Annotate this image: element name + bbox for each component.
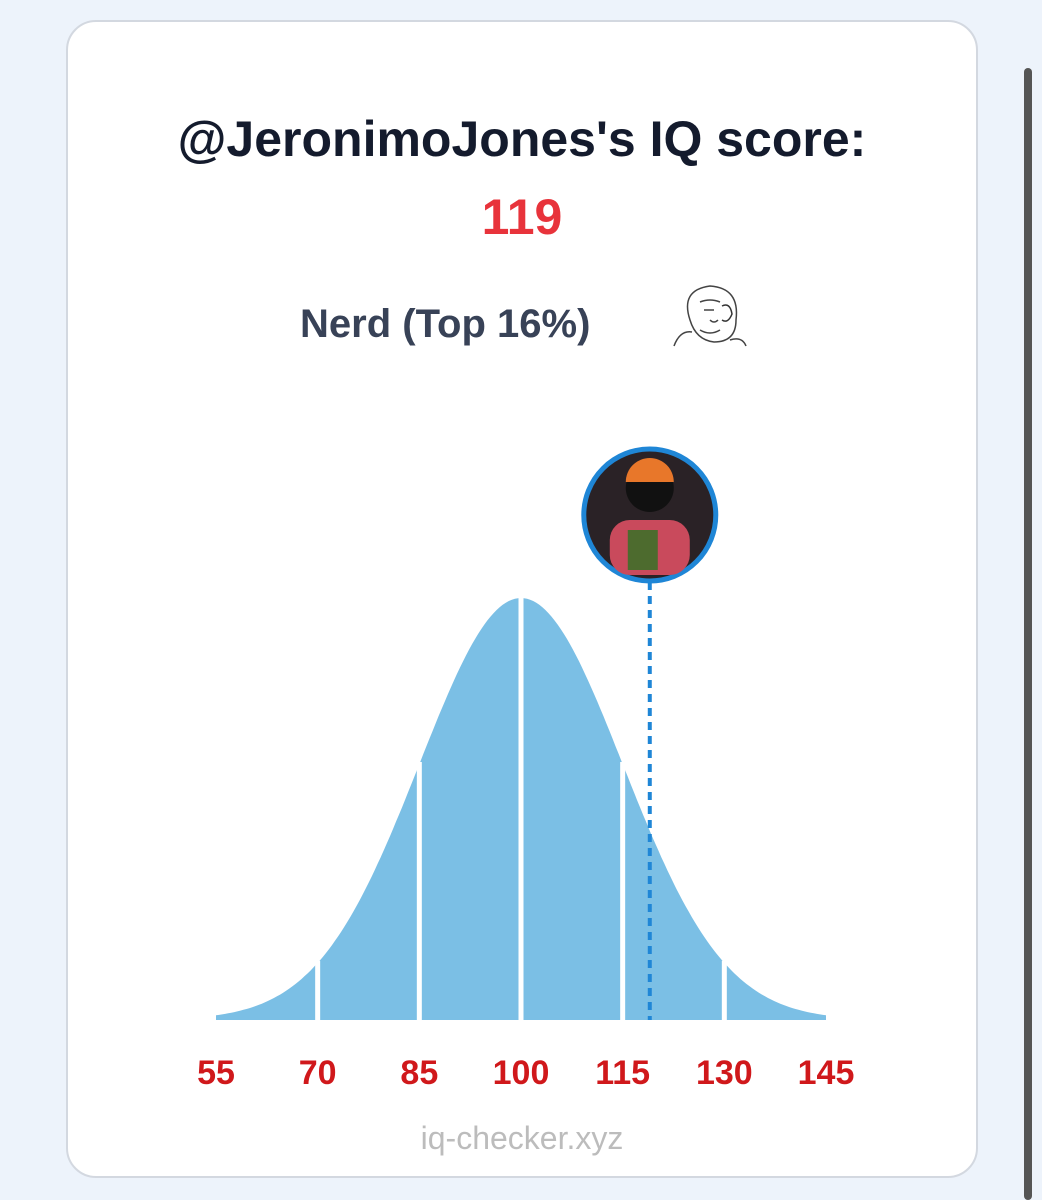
x-tick-label: 115: [595, 1054, 650, 1092]
avatar: [581, 446, 719, 584]
scrollbar[interactable]: [1024, 68, 1032, 1200]
x-tick-label: 130: [696, 1054, 753, 1092]
avatar-helmet: [625, 458, 674, 482]
title-text: @JeronimoJones's IQ score:: [177, 111, 867, 167]
x-tick-label: 55: [197, 1054, 235, 1092]
face-icon: [673, 285, 747, 347]
x-tick-label: 145: [798, 1054, 855, 1092]
score: 119: [481, 189, 563, 245]
x-tick-label: 100: [493, 1054, 550, 1092]
avatar-plant: [627, 530, 658, 570]
x-tick-label: 70: [299, 1054, 337, 1092]
footer: iq-checker.xyz: [420, 1120, 624, 1156]
x-tick-label: 85: [400, 1054, 438, 1092]
title: @JeronimoJones's IQ score: 119: [172, 100, 872, 256]
subtitle: Nerd (Top 16%): [300, 302, 591, 346]
